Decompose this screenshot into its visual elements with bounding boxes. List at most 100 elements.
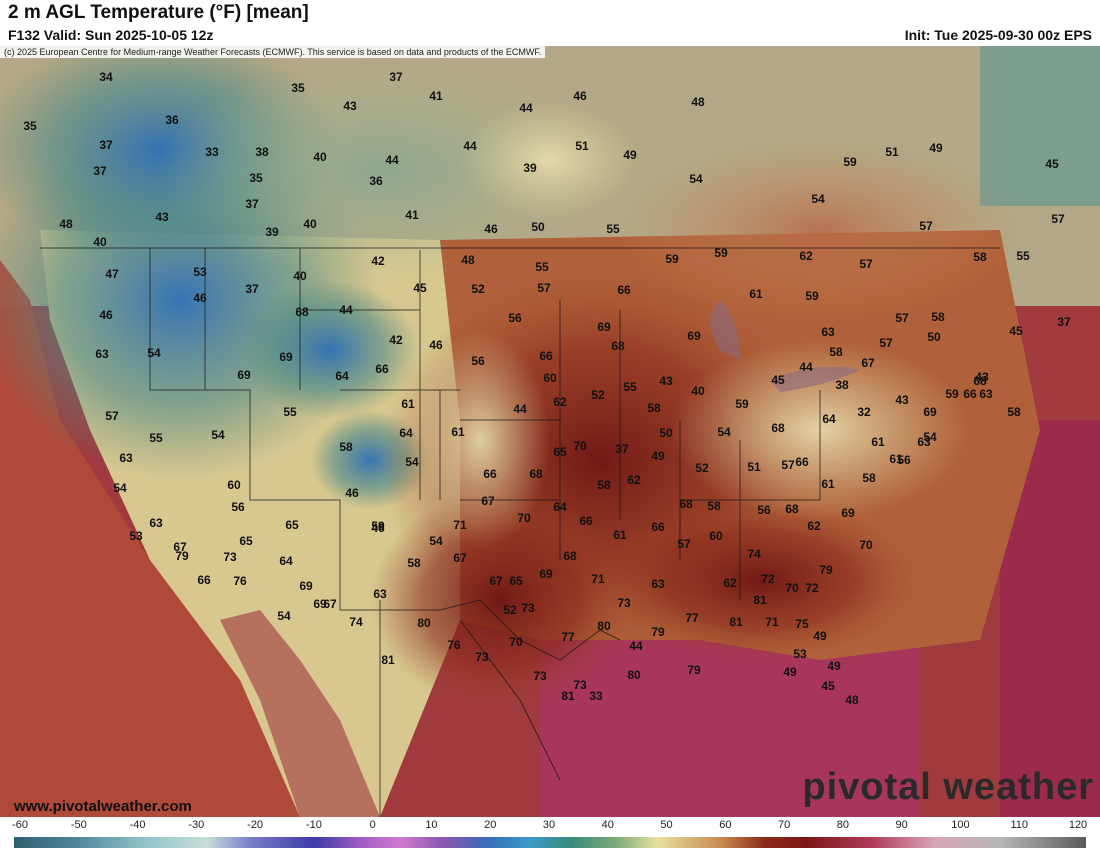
- temperature-value-label: 64: [335, 369, 349, 383]
- temperature-value-label: 62: [799, 249, 813, 263]
- temperature-value-label: 73: [573, 678, 587, 692]
- temperature-value-label: 57: [1051, 212, 1065, 226]
- colorbar-tick-label: 0: [369, 819, 376, 831]
- temperature-value-label: 63: [149, 516, 163, 530]
- temperature-value-label: 68: [563, 549, 577, 563]
- colorbar-tick-labels: -60 -50 -40 -30 -20 -10 0 10 20 30 40 50 60 70 80 90 100…: [0, 819, 1100, 833]
- temperature-value-label: 67: [453, 551, 467, 565]
- temperature-value-label: 65: [285, 518, 299, 532]
- website-url[interactable]: www.pivotalweather.com: [14, 798, 192, 815]
- temperature-value-label: 52: [695, 461, 709, 475]
- temperature-value-label: 38: [255, 145, 269, 159]
- southeast-warm-zone: [600, 500, 920, 660]
- brand-logo: pivotal weather: [802, 766, 1094, 808]
- temperature-value-label: 72: [805, 581, 819, 595]
- temperature-value-label: 50: [927, 330, 941, 344]
- temperature-value-label: 77: [561, 630, 575, 644]
- prairies-cool-zone: [160, 60, 600, 280]
- state-lines-west: [149, 248, 621, 661]
- boundaries: [40, 247, 1000, 817]
- temperature-value-label: 73: [475, 650, 489, 664]
- temperature-value-label: 61: [749, 287, 763, 301]
- temperature-value-label: 55: [606, 222, 620, 236]
- temperature-value-label: 65: [509, 574, 523, 588]
- temperature-value-label: 46: [99, 308, 113, 322]
- temperature-value-label: 58: [829, 345, 843, 359]
- temperature-value-label: 68: [771, 421, 785, 435]
- colorbar-tick-label: -20: [247, 819, 264, 831]
- temperature-value-label: 57: [677, 537, 691, 551]
- temperature-value-label: 75: [795, 617, 809, 631]
- temperature-value-label: 59: [371, 519, 385, 533]
- temperature-value-label: 58: [707, 499, 721, 513]
- manitoba-pale-zone: [460, 100, 640, 220]
- temperature-value-label: 61: [871, 435, 885, 449]
- temperature-value-label: 40: [313, 150, 327, 164]
- temperature-value-label: 70: [785, 581, 799, 595]
- colorbar-tick-label: 10: [425, 819, 438, 831]
- ontario-warm-zone: [620, 140, 1020, 320]
- temperature-value-label: 40: [691, 384, 705, 398]
- temperature-value-label: 42: [389, 333, 403, 347]
- temperature-value-label: 66: [963, 387, 977, 401]
- temperature-value-label: 69: [299, 579, 313, 593]
- temperature-value-label: 38: [835, 378, 849, 392]
- temperature-value-label: 61: [821, 477, 835, 491]
- valid-time: F132 Valid: Sun 2025-10-05 12z: [8, 27, 214, 43]
- temperature-value-label: 48: [59, 217, 73, 231]
- temperature-value-label: 44: [339, 303, 353, 317]
- gulf-of-mexico: [540, 640, 920, 817]
- temperature-value-label: 81: [729, 615, 743, 629]
- temperature-value-label: 53: [793, 647, 807, 661]
- temperature-value-label: 46: [193, 291, 207, 305]
- copyright-notice: (c) 2025 European Centre for Medium-rang…: [0, 46, 546, 58]
- temperature-value-label: 54: [717, 425, 731, 439]
- colorbar-tick-label: 30: [542, 819, 556, 831]
- lake-michigan: [710, 300, 740, 360]
- temperature-value-label: 59: [714, 246, 728, 260]
- temperature-value-label: 56: [897, 453, 911, 467]
- temperature-value-label: 60: [543, 371, 557, 385]
- temperature-value-label: 47: [105, 267, 119, 281]
- temperature-value-label: 37: [245, 197, 259, 211]
- temperature-value-label: 52: [503, 603, 517, 617]
- temperature-value-label: 37: [615, 442, 629, 456]
- temperature-value-label: 80: [417, 616, 431, 630]
- temperature-value-label: 68: [529, 467, 543, 481]
- temperature-map[interactable]: 34 37 35 41 44 46 48 43 44 35 36 33 38 37 40 44 51 49 51 49…: [0, 46, 1100, 817]
- pacific-ocean: [0, 260, 380, 817]
- temperature-value-label: 48: [461, 253, 475, 267]
- rockies-cool-zone: [240, 280, 420, 420]
- colorbar-tick-label: 120: [1068, 819, 1088, 831]
- colorbar-tick-label: -50: [70, 819, 87, 831]
- temperature-value-label: 55: [535, 260, 549, 274]
- temperature-value-label: 64: [553, 500, 567, 514]
- mexico-lines: [379, 600, 561, 817]
- temperature-value-label: 56: [757, 503, 771, 517]
- init-time: Init: Tue 2025-09-30 00z EPS: [904, 27, 1092, 43]
- temperature-value-label: 58: [647, 401, 661, 415]
- temperature-value-label: 49: [623, 148, 637, 162]
- temperature-value-label: 40: [93, 235, 107, 249]
- temperature-value-label: 63: [119, 451, 133, 465]
- temperature-value-label: 58: [862, 471, 876, 485]
- temperature-value-label: 36: [369, 174, 383, 188]
- temperature-value-label: 69: [237, 368, 251, 382]
- temperature-value-label: 68: [295, 305, 309, 319]
- temperature-value-label: 58: [339, 440, 353, 454]
- temperature-value-label: 69: [597, 320, 611, 334]
- temperature-value-label: 77: [685, 611, 699, 625]
- temperature-value-label: 67: [481, 494, 495, 508]
- temperature-value-label: 63: [979, 387, 993, 401]
- temperature-value-label: 57: [919, 219, 933, 233]
- temperature-value-label: 61: [401, 397, 415, 411]
- colorbar-tick-label: 20: [484, 819, 497, 831]
- temperature-value-label: 71: [765, 615, 779, 629]
- temperature-value-label: 44: [629, 639, 643, 653]
- temperature-value-label: 81: [381, 653, 395, 667]
- temperature-value-label: 44: [385, 153, 399, 167]
- lake-erie: [770, 366, 860, 392]
- temperature-value-label: 45: [1009, 324, 1023, 338]
- temperature-value-label: 55: [1016, 249, 1030, 263]
- temperature-value-label: 35: [23, 119, 37, 133]
